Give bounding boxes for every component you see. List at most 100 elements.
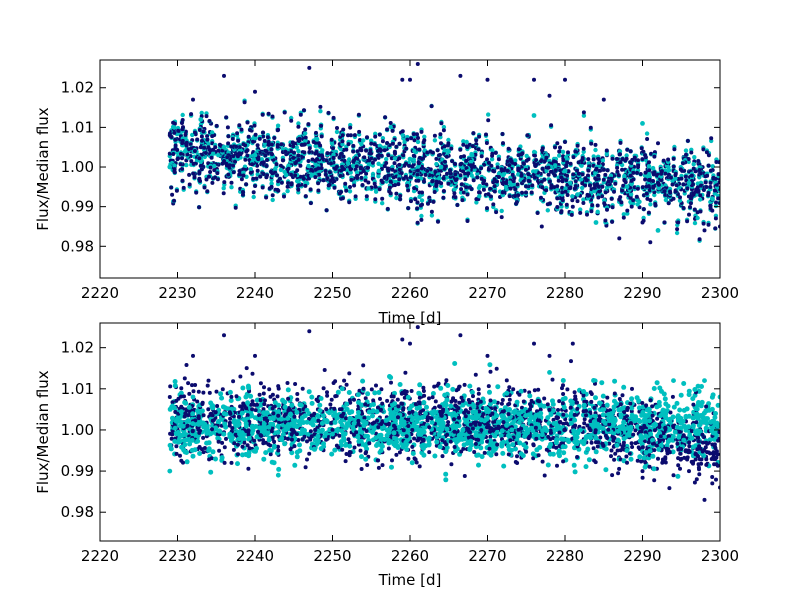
top-raw-point (625, 147, 630, 152)
top-raw-point (302, 108, 306, 113)
top-corrected-point (354, 170, 360, 175)
bottom-raw-point (380, 401, 385, 406)
top-raw-point (546, 172, 551, 177)
top-raw-point (491, 202, 496, 207)
top-raw-point (688, 205, 692, 210)
top-raw-point (684, 152, 688, 157)
top-raw-point (492, 189, 497, 194)
top-raw-point (485, 206, 489, 211)
bottom-corrected-point (593, 395, 598, 401)
top-corrected-point (477, 183, 482, 189)
top-corrected-point (221, 144, 227, 150)
top-raw-point (415, 132, 419, 137)
top-raw-point (316, 153, 321, 158)
top-corrected-point (581, 149, 586, 154)
top-raw-point (366, 180, 371, 185)
top-raw-point (546, 165, 551, 170)
top-raw-point (392, 161, 397, 166)
top-raw-point (222, 180, 227, 185)
top-raw-point (296, 153, 301, 158)
top-x-tick-label: 2270 (468, 284, 506, 302)
top-raw-point (285, 184, 290, 189)
top-raw-point (309, 167, 314, 172)
top-corrected-point (496, 171, 502, 176)
top-corrected-point (379, 163, 385, 169)
bottom-corrected-point (292, 462, 298, 468)
top-raw-point (470, 165, 474, 169)
top-raw-point (358, 166, 363, 171)
top-raw-point (222, 159, 226, 163)
top-corrected-point (659, 174, 664, 179)
top-corrected-point (303, 131, 308, 136)
bottom-raw-point (473, 372, 478, 377)
top-raw-point (458, 73, 463, 78)
top-raw-point (549, 185, 554, 190)
top-raw-point (570, 198, 575, 203)
bottom-raw-point (624, 454, 629, 459)
top-raw-point (331, 146, 335, 151)
top-raw-point (434, 184, 439, 188)
bottom-corrected-point (389, 464, 394, 470)
top-raw-point (519, 173, 524, 178)
top-corrected-point (441, 124, 447, 130)
bottom-raw-point (670, 394, 675, 399)
top-raw-point (529, 190, 534, 195)
top-corrected-point (333, 149, 339, 154)
bottom-corrected-point (332, 447, 338, 453)
top-raw-point (450, 159, 455, 164)
top-raw-point (703, 180, 708, 185)
top-raw-point (363, 178, 368, 183)
top-raw-point (594, 166, 599, 171)
top-corrected-point (581, 197, 586, 202)
top-raw-point (564, 178, 569, 183)
top-raw-point (461, 142, 466, 147)
bottom-raw-point (257, 392, 262, 397)
top-raw-point (441, 189, 446, 193)
top-panel-marks (167, 62, 720, 245)
top-raw-point (318, 143, 323, 148)
top-raw-point (226, 134, 231, 139)
bottom-raw-point (499, 401, 504, 406)
bottom-corrected-point (637, 454, 643, 460)
top-corrected-point (646, 172, 652, 177)
top-raw-point (307, 146, 312, 151)
bottom-raw-point (201, 435, 206, 440)
top-raw-point (388, 121, 393, 125)
top-raw-point (605, 207, 609, 212)
top-raw-point (695, 210, 700, 215)
top-raw-point (189, 112, 194, 117)
bottom-raw-point (285, 381, 290, 385)
top-raw-point (179, 151, 183, 156)
top-raw-point (620, 157, 625, 161)
top-raw-point (443, 159, 447, 164)
top-raw-point (433, 169, 438, 174)
bottom-raw-point (378, 396, 382, 401)
top-corrected-point (340, 142, 345, 147)
top-raw-point (590, 203, 595, 208)
bottom-corrected-point (545, 462, 551, 468)
top-raw-point (415, 62, 420, 66)
top-raw-point (600, 194, 604, 199)
top-raw-point (239, 177, 244, 182)
top-raw-point (458, 162, 463, 167)
top-raw-point (584, 178, 589, 183)
top-raw-point (643, 177, 648, 182)
top-corrected-point (294, 145, 299, 150)
top-raw-point (501, 176, 505, 181)
top-raw-point (706, 163, 711, 168)
top-raw-point (266, 111, 271, 116)
top-corrected-point (373, 131, 378, 136)
top-raw-point (482, 162, 487, 167)
top-raw-point (368, 151, 373, 156)
top-raw-point (354, 164, 359, 169)
top-raw-point (172, 130, 177, 135)
top-corrected-point (180, 112, 185, 118)
top-raw-point (602, 201, 607, 206)
top-raw-point (698, 193, 703, 198)
top-raw-point (270, 114, 275, 119)
top-corrected-point (563, 186, 568, 191)
top-raw-point (464, 185, 469, 190)
top-y-tick-label: 1.01 (61, 118, 94, 136)
top-raw-point (339, 190, 343, 194)
bottom-corrected-point (443, 477, 449, 483)
